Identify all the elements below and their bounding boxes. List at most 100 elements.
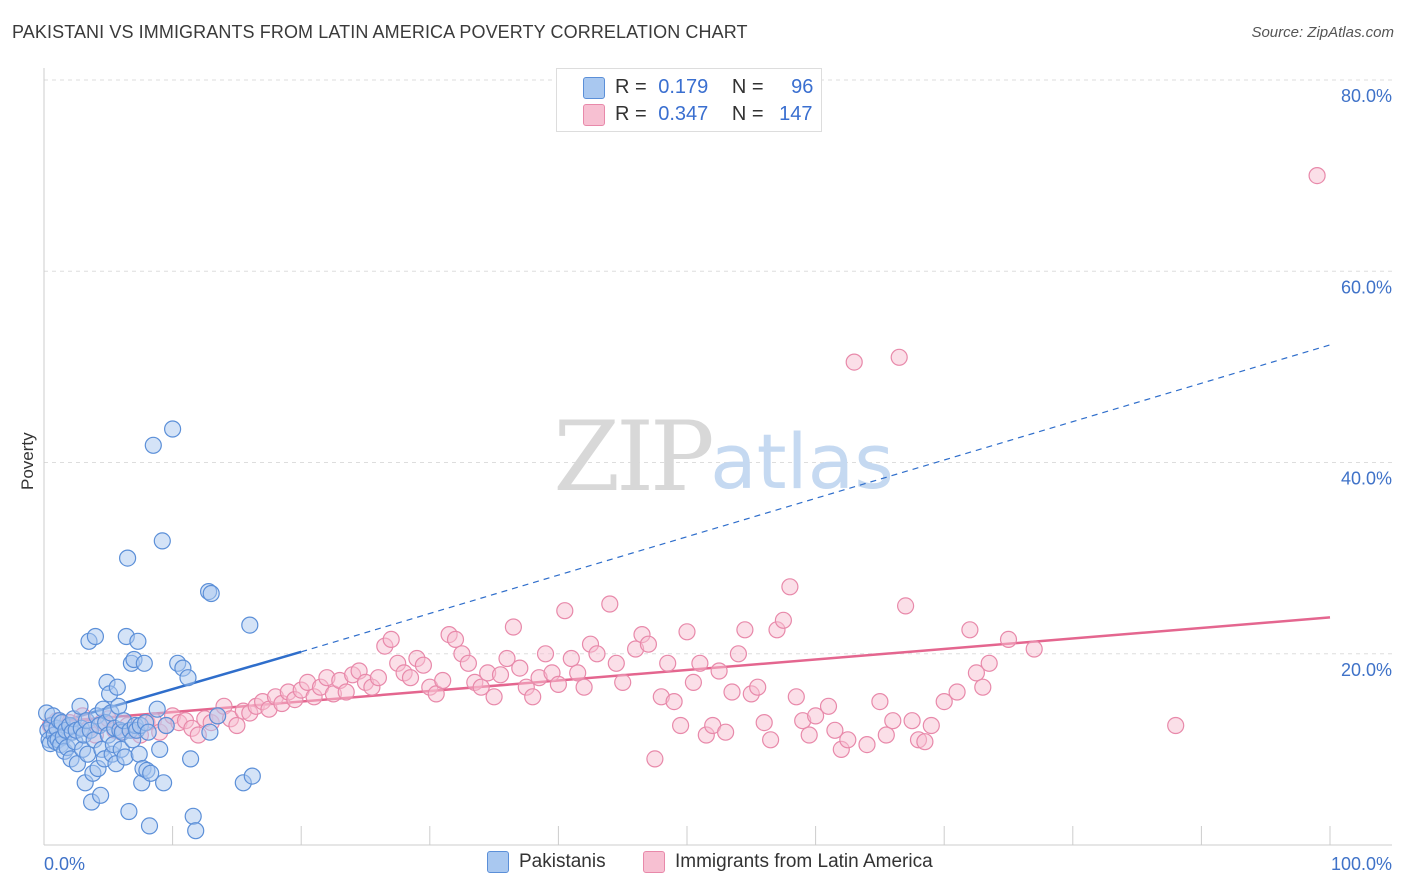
pakistani-point-83 bbox=[153, 532, 171, 550]
pakistani-point-94 bbox=[202, 584, 220, 603]
pakistani-point-77 bbox=[139, 723, 157, 741]
pakistani-point-86 bbox=[164, 420, 182, 438]
latin-point-85 bbox=[588, 645, 606, 663]
latin-point-108 bbox=[749, 678, 767, 696]
latin-point-123 bbox=[858, 735, 876, 754]
latin-point-75 bbox=[524, 688, 542, 706]
latin-point-63 bbox=[446, 630, 465, 649]
pakistani-point-81 bbox=[148, 700, 166, 718]
latin-point-110 bbox=[761, 731, 780, 749]
latin-point-132 bbox=[922, 716, 940, 735]
y-tick-label-2: 60.0% bbox=[1341, 277, 1392, 297]
correlation-stats-box: R = 0.179 N = 96 R = 0.347 N = 147 bbox=[556, 68, 822, 132]
latin-point-86 bbox=[601, 595, 619, 613]
swatch-pakistanis bbox=[583, 77, 605, 99]
latin-point-109 bbox=[755, 713, 773, 732]
latin-point-98 bbox=[684, 673, 703, 692]
legend-swatch-pakistanis bbox=[487, 851, 509, 873]
latin-point-58 bbox=[414, 656, 432, 674]
pakistani-point-40 bbox=[91, 786, 110, 804]
pakistani-point-89 bbox=[179, 669, 197, 687]
latin-point-133 bbox=[935, 692, 953, 711]
pakistani-point-85 bbox=[157, 716, 175, 735]
latin-point-95 bbox=[665, 692, 683, 711]
latin-point-97 bbox=[678, 623, 696, 641]
latin-point-73 bbox=[511, 659, 529, 677]
latin-point-65 bbox=[459, 654, 477, 672]
latin-point-77 bbox=[536, 645, 555, 663]
latin-point-118 bbox=[819, 697, 838, 715]
latin-point-51 bbox=[369, 669, 387, 687]
legend-label-latin: Immigrants from Latin America bbox=[675, 851, 933, 872]
latin-point-114 bbox=[787, 688, 805, 706]
pakistani-point-96 bbox=[201, 723, 219, 741]
latin-point-103 bbox=[716, 723, 735, 741]
latin-point-71 bbox=[498, 649, 516, 668]
n-label: N = bbox=[731, 102, 764, 125]
latin-point-106 bbox=[736, 621, 754, 639]
pakistani-point-54 bbox=[109, 697, 128, 715]
latin-point-137 bbox=[974, 678, 992, 696]
latin-point-126 bbox=[884, 712, 902, 730]
latin-point-124 bbox=[871, 692, 889, 711]
pakistani-point-91 bbox=[184, 807, 202, 825]
pakistani-point-79 bbox=[142, 764, 160, 782]
pakistani-point-24 bbox=[71, 697, 89, 715]
latin-point-142 bbox=[1308, 167, 1326, 185]
latin-point-127 bbox=[890, 348, 908, 366]
pakistani-point-98 bbox=[241, 616, 259, 634]
latin-point-82 bbox=[569, 664, 587, 682]
tick-labels: 20.0% 40.0% 60.0% 80.0% 0.0% 100.0% bbox=[44, 86, 1392, 874]
watermark-zip: ZIP bbox=[553, 401, 712, 513]
r-label: R = bbox=[615, 75, 647, 98]
legend-item-latin[interactable]: Immigrants from Latin America bbox=[643, 851, 933, 873]
latin-point-94 bbox=[659, 654, 677, 672]
latin-point-129 bbox=[903, 712, 921, 730]
pakistani-point-74 bbox=[135, 654, 153, 672]
pakistani-point-82 bbox=[151, 740, 169, 759]
latin-point-80 bbox=[556, 602, 574, 620]
latin-point-105 bbox=[729, 645, 748, 663]
axes bbox=[43, 68, 1392, 846]
r-label: R = bbox=[615, 102, 647, 125]
latin-point-141 bbox=[1167, 716, 1185, 735]
x-tick-label-0: 0.0% bbox=[44, 854, 85, 874]
swatch-latin bbox=[583, 104, 605, 126]
r-value-pakistanis: 0.179 bbox=[658, 75, 709, 98]
latin-point-139 bbox=[999, 630, 1018, 649]
n-value-latin: 147 bbox=[779, 102, 813, 125]
latin-point-116 bbox=[800, 726, 818, 744]
n-value-pakistanis: 96 bbox=[791, 75, 814, 98]
series-pakistanis bbox=[37, 420, 261, 840]
latin-point-122 bbox=[845, 353, 863, 371]
pakistani-point-62 bbox=[120, 802, 138, 821]
latin-point-88 bbox=[614, 673, 632, 692]
pakistani-point-53 bbox=[108, 678, 126, 696]
y-tick-label-3: 80.0% bbox=[1341, 86, 1392, 106]
latin-point-53 bbox=[382, 630, 400, 649]
latin-point-72 bbox=[504, 618, 523, 636]
latin-point-121 bbox=[839, 731, 857, 749]
watermark-atlas: atlas bbox=[710, 417, 894, 506]
latin-point-140 bbox=[1025, 640, 1043, 658]
latin-point-61 bbox=[434, 671, 452, 690]
latin-point-117 bbox=[806, 707, 825, 725]
latin-point-138 bbox=[980, 654, 998, 672]
pakistani-point-80 bbox=[144, 436, 162, 454]
latin-point-79 bbox=[549, 675, 568, 694]
latin-point-104 bbox=[723, 683, 741, 701]
pakistani-point-70 bbox=[130, 745, 148, 763]
y-tick-label-1: 40.0% bbox=[1341, 469, 1392, 489]
latin-point-67 bbox=[472, 678, 490, 696]
chart-legend: Pakistanis Immigrants from Latin America bbox=[0, 851, 1406, 877]
latin-point-113 bbox=[781, 578, 799, 596]
legend-item-pakistanis[interactable]: Pakistanis bbox=[487, 851, 606, 873]
latin-point-99 bbox=[691, 654, 709, 672]
latin-point-83 bbox=[575, 678, 593, 696]
latin-point-119 bbox=[826, 721, 844, 739]
pakistani-point-92 bbox=[187, 822, 205, 840]
latin-point-135 bbox=[961, 621, 979, 639]
pakistani-point-90 bbox=[182, 750, 200, 768]
pakistani-point-59 bbox=[116, 748, 134, 766]
